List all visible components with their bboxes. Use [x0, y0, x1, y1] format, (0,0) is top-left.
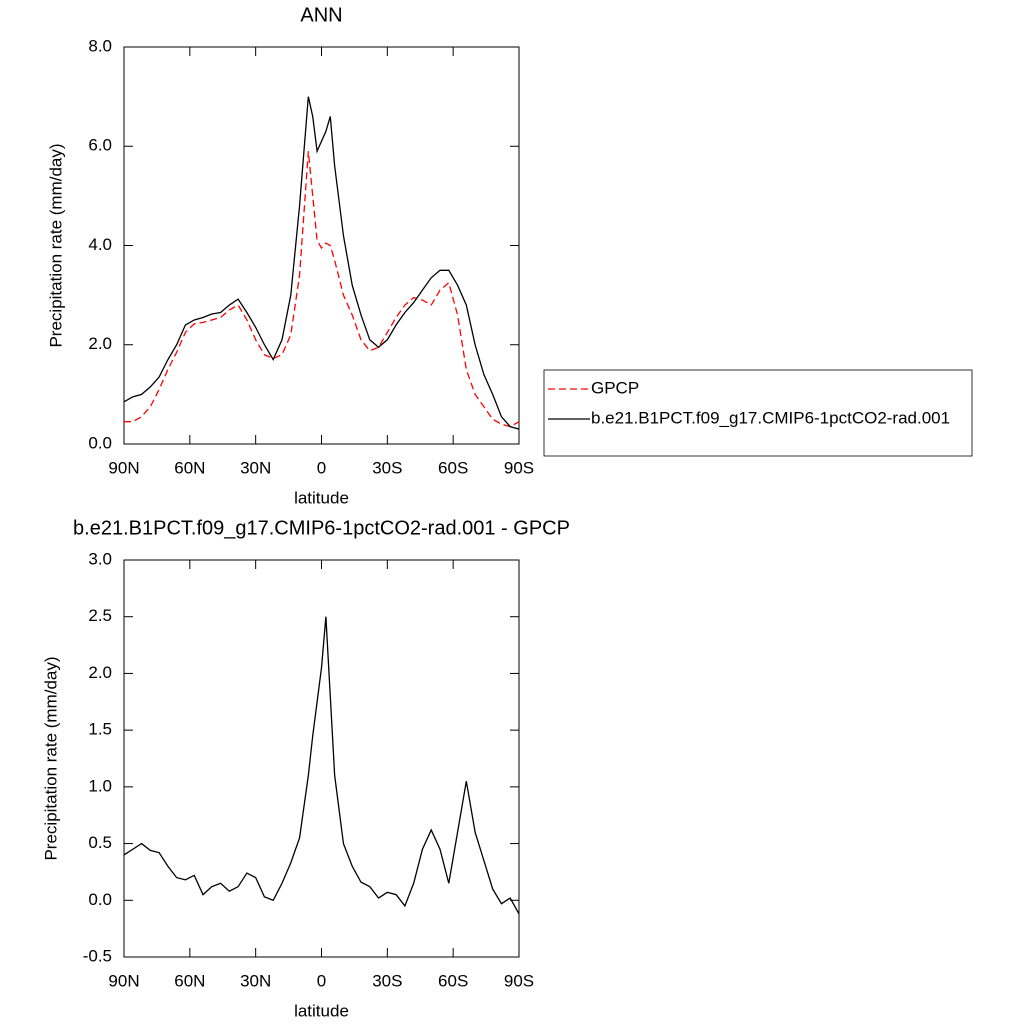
- legend-box: [543, 369, 973, 457]
- y-tick-label: 0.0: [88, 890, 112, 909]
- y-tick-label: 4.0: [88, 235, 112, 254]
- x-tick-label: 90N: [108, 458, 139, 477]
- plot-frame: [123, 46, 520, 445]
- x-tick-label: 60S: [438, 971, 468, 990]
- x-tick-label: 90S: [504, 458, 534, 477]
- data-line: [123, 96, 520, 430]
- y-tick-label: 2.0: [88, 663, 112, 682]
- plot-frame: [123, 559, 520, 958]
- y-tick-label: 6.0: [88, 136, 112, 155]
- x-tick-label: 0: [317, 971, 326, 990]
- x-tick-label: 90S: [504, 971, 534, 990]
- x-tick-label: 30S: [372, 458, 402, 477]
- y-tick-label: 1.5: [88, 720, 112, 739]
- x-tick-label: 60N: [174, 971, 205, 990]
- data-line: [123, 616, 520, 915]
- chart-title: ANN: [300, 4, 342, 26]
- x-tick-label: 30N: [240, 458, 271, 477]
- y-tick-label: 3.0: [88, 549, 112, 568]
- x-tick-label: 90N: [108, 971, 139, 990]
- x-tick-label: 30N: [240, 971, 271, 990]
- data-line: [124, 151, 520, 428]
- y-tick-label: 2.5: [88, 606, 112, 625]
- y-tick-label: 0.5: [88, 833, 112, 852]
- y-axis-label: Precipitation rate (mm/day): [46, 143, 65, 347]
- y-tick-label: 0.0: [88, 433, 112, 452]
- x-tick-label: 0: [317, 458, 326, 477]
- y-axis-label: Precipitation rate (mm/day): [41, 656, 60, 860]
- y-tick-label: 8.0: [88, 36, 112, 55]
- x-tick-label: 60S: [438, 458, 468, 477]
- x-tick-label: 30S: [372, 971, 402, 990]
- chart-title: b.e21.B1PCT.f09_g17.CMIP6-1pctCO2-rad.00…: [73, 517, 570, 539]
- y-tick-label: 2.0: [88, 334, 112, 353]
- legend-label: GPCP: [591, 378, 639, 397]
- legend-label: b.e21.B1PCT.f09_g17.CMIP6-1pctCO2-rad.00…: [591, 408, 950, 427]
- y-tick-label: 1.0: [88, 776, 112, 795]
- x-tick-label: 60N: [174, 458, 205, 477]
- y-tick-label: -0.5: [83, 946, 112, 965]
- x-axis-label: latitude: [294, 1001, 349, 1020]
- x-axis-label: latitude: [294, 488, 349, 507]
